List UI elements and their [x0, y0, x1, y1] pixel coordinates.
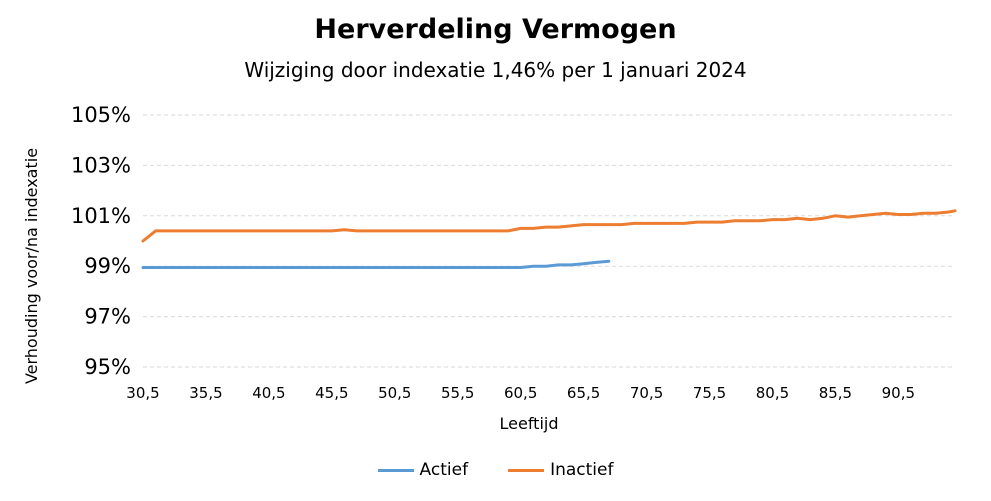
- series-line-actief: [141, 259, 611, 269]
- x-tick-label: 70,5: [630, 384, 663, 402]
- x-tick-label: 75,5: [693, 384, 726, 402]
- x-tick-label: 90,5: [882, 384, 915, 402]
- legend-swatch: [377, 468, 414, 472]
- y-tick-label: 103%: [71, 153, 131, 177]
- x-axis-title: Leeftijd: [500, 414, 559, 433]
- chart-subtitle: Wijziging door indexatie 1,46% per 1 jan…: [244, 58, 747, 82]
- x-tick-label: 85,5: [819, 384, 852, 402]
- x-tick-label: 45,5: [315, 384, 348, 402]
- y-tick-label: 99%: [84, 254, 131, 278]
- legend-item-inactief: Inactief: [508, 460, 613, 480]
- x-tick-label: 80,5: [756, 384, 789, 402]
- legend-swatch: [508, 468, 545, 472]
- x-tick-label: 40,5: [252, 384, 285, 402]
- x-tick-label: 60,5: [504, 384, 537, 402]
- legend-label: Actief: [419, 460, 469, 480]
- legend-label: Inactief: [550, 460, 614, 480]
- y-axis-title: Verhouding voor/na indexatie: [22, 148, 41, 384]
- x-tick-label: 55,5: [441, 384, 474, 402]
- x-tick-label: 65,5: [567, 384, 600, 402]
- x-tick-label: 35,5: [189, 384, 222, 402]
- x-tick-label: 50,5: [378, 384, 411, 402]
- series-line-inactief: [141, 209, 957, 243]
- x-tick-label: 30,5: [126, 384, 159, 402]
- y-tick-label: 101%: [71, 204, 131, 228]
- y-tick-label: 95%: [84, 355, 131, 379]
- y-tick-label: 97%: [84, 305, 131, 329]
- y-tick-label: 105%: [71, 103, 131, 127]
- legend: Actief Inactief: [0, 460, 991, 480]
- legend-item-actief: Actief: [377, 460, 469, 480]
- chart-title: Herverdeling Vermogen: [314, 14, 677, 45]
